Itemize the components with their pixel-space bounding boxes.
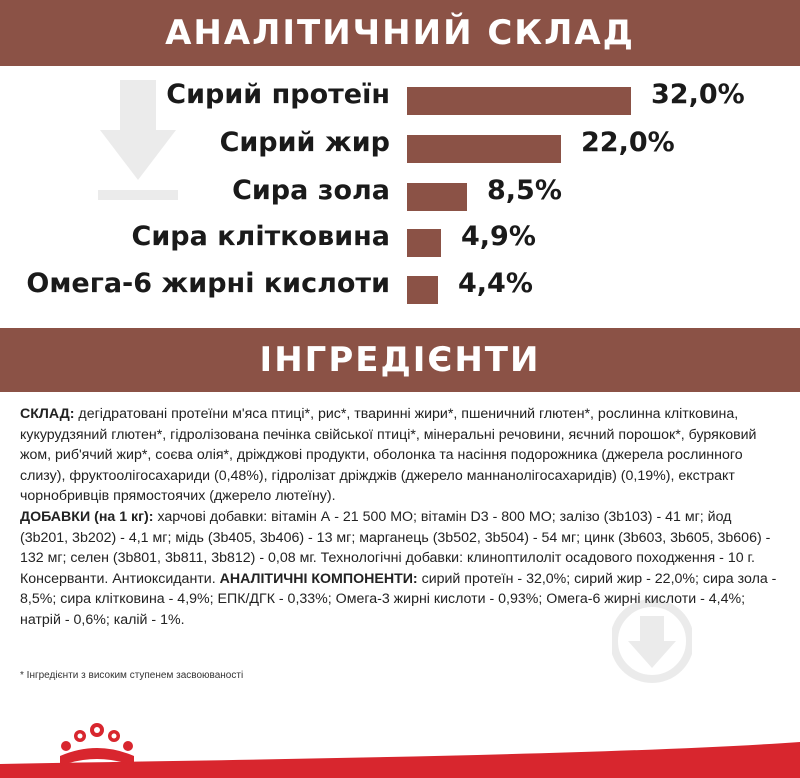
chart-value-label: 4,4% (458, 268, 533, 299)
ingredients-paragraph: СКЛАД: дегідратовані протеїни м'яса птиц… (20, 404, 780, 631)
chart-category-label: Сира клітковина (131, 221, 390, 252)
chart-value-label: 22,0% (581, 127, 675, 158)
chart-value-label: 8,5% (487, 175, 562, 206)
chart-bar (407, 276, 438, 304)
chart-row: Сирий жир 22,0% (0, 121, 800, 169)
footnote: * Інгредієнти з високим ступенем засвоюв… (20, 670, 244, 681)
analytic-heading: АНАЛІТИЧНИЙ СКЛАД (0, 0, 800, 66)
chart-value-label: 32,0% (651, 79, 745, 110)
chart-row: Сирий протеїн 32,0% (0, 73, 800, 121)
chart-bar (407, 229, 441, 257)
chart-bar (407, 135, 561, 163)
download-arrow-watermark-icon (98, 80, 178, 200)
chart-row: Сира клітковина 4,9% (0, 215, 800, 263)
additives-label: ДОБАВКИ (на 1 кг): (20, 508, 154, 525)
chart-category-label: Сирий жир (219, 127, 390, 158)
chart-category-label: Омега-6 жирні кислоти (26, 268, 390, 299)
royal-canin-crown-icon (60, 723, 134, 766)
chart-category-label: Сира зола (232, 175, 390, 206)
chart-row: Сира зола 8,5% (0, 169, 800, 217)
chart-row: Омега-6 жирні кислоти 4,4% (0, 262, 800, 310)
chart-bar (407, 87, 631, 115)
brand-red-strip (0, 742, 800, 778)
analytic-components-text: сирий протеїн - 32,0%; сирий жир - 22,0%… (20, 570, 777, 628)
download-arrow-watermark-icon-2 (612, 599, 692, 683)
chart-category-label: Сирий протеїн (166, 79, 390, 110)
ingredients-text-block: СКЛАД: дегідратовані протеїни м'яса птиц… (20, 404, 780, 631)
composition-label: СКЛАД: (20, 406, 75, 422)
composition-text: дегідратовані протеїни м'яса птиці*, рис… (20, 406, 757, 505)
analytic-components-label: АНАЛІТИЧНІ КОМПОНЕНТИ: (219, 570, 418, 587)
chart-value-label: 4,9% (461, 221, 536, 252)
analytic-bar-chart: Сирий протеїн 32,0% Сирий жир 22,0% Сира зол… (0, 66, 800, 328)
ingredients-heading: ІНГРЕДІЄНТИ (0, 328, 800, 392)
chart-bar (407, 183, 467, 211)
additives-text: харчові добавки: вітамін А - 21 500 МО; … (20, 508, 771, 587)
